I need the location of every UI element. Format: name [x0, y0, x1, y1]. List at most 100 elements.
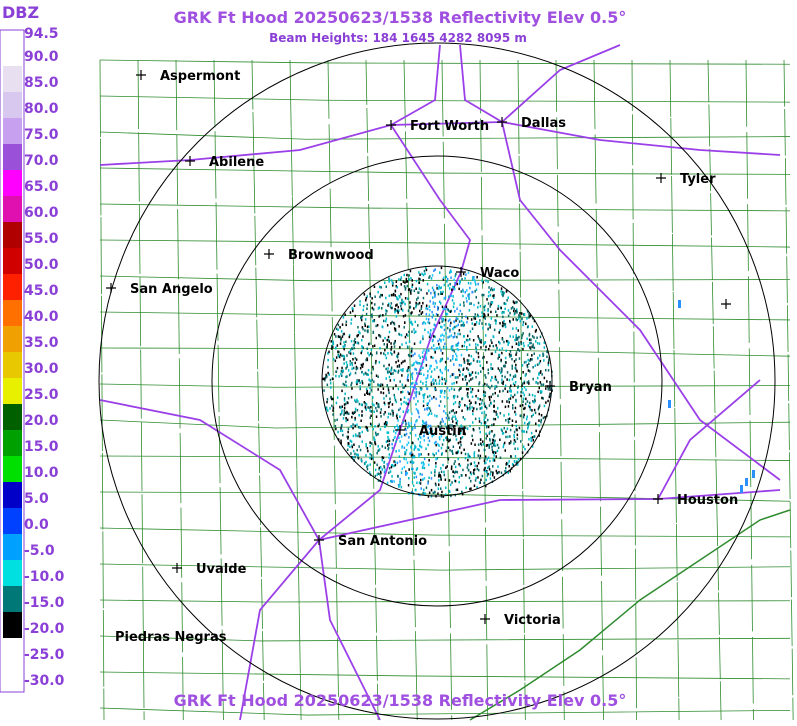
echo-pixel [371, 301, 373, 305]
echo-pixel [390, 279, 393, 282]
echo-pixel [402, 360, 404, 363]
echo-pixel [501, 351, 503, 355]
echo-pixel [418, 271, 420, 274]
echo-pixel [407, 379, 409, 382]
echo-pixel [516, 338, 519, 341]
echo-pixel [476, 467, 479, 471]
echo-pixel [356, 453, 358, 456]
echo-pixel [441, 320, 443, 323]
echo-pixel [387, 388, 390, 392]
echo-pixel [526, 337, 528, 340]
echo-pixel [394, 463, 397, 467]
echo-pixel [394, 426, 396, 429]
echo-pixel [429, 394, 431, 398]
echo-pixel [394, 398, 397, 402]
echo-pixel [397, 305, 399, 309]
echo-pixel [435, 462, 437, 465]
echo-pixel [367, 464, 369, 467]
echo-pixel [469, 487, 471, 491]
echo-pixel [446, 280, 448, 283]
colorbar-band [3, 456, 22, 482]
echo-pixel [495, 413, 498, 416]
echo-pixel [453, 382, 455, 385]
echo-pixel [422, 461, 425, 464]
echo-pixel [342, 316, 345, 319]
echo-pixel [391, 464, 393, 467]
echo-pixel [435, 313, 438, 316]
echo-pixel [403, 386, 406, 389]
echo-pixel [408, 366, 410, 369]
echo-pixel [385, 440, 388, 444]
echo-pixel [460, 443, 462, 447]
echo-pixel [510, 307, 513, 310]
echo-pixel [379, 334, 381, 338]
echo-pixel [508, 401, 510, 404]
echo-pixel [502, 315, 504, 319]
echo-pixel [537, 382, 539, 385]
echo-pixel [454, 282, 456, 285]
echo-pixel [517, 463, 519, 466]
echo-pixel [345, 375, 347, 379]
echo-pixel [420, 445, 423, 449]
echo-pixel [394, 289, 397, 293]
echo-pixel [489, 324, 492, 327]
echo-pixel [408, 330, 410, 334]
echo-pixel [388, 467, 391, 470]
echo-pixel [431, 397, 433, 400]
colorbar-label: 25.0 [24, 387, 59, 403]
highway [390, 44, 441, 126]
echo-pixel [354, 314, 356, 318]
echo-pixel [445, 312, 447, 315]
echo-pixel [413, 448, 415, 451]
echo-pixel [407, 390, 409, 394]
echo-pixel [463, 323, 465, 327]
echo-pixel [452, 425, 455, 428]
echo-pixel [339, 342, 342, 345]
echo-pixel [507, 435, 509, 439]
echo-pixel [414, 381, 417, 385]
echo-pixel [531, 445, 534, 448]
echo-pixel [342, 369, 344, 372]
echo-pixel [514, 406, 517, 410]
echo-pixel [516, 461, 519, 464]
echo-pixel [412, 385, 415, 389]
echo-pixel [330, 397, 333, 401]
echo-pixel [402, 410, 405, 413]
echo-pixel [326, 383, 329, 387]
echo-pixel [383, 352, 385, 355]
echo-pixel [532, 413, 534, 417]
echo-pixel [492, 465, 494, 468]
echo-pixel [450, 467, 453, 471]
echo-pixel [340, 370, 343, 373]
echo-pixel [513, 434, 515, 437]
echo-pixel [496, 443, 499, 447]
echo-pixel [369, 441, 371, 444]
echo-pixel [399, 301, 402, 305]
echo-pixel [334, 419, 336, 422]
echo-pixel [354, 424, 356, 428]
basemap [99, 44, 794, 721]
echo-pixel [475, 283, 477, 286]
echo-pixel [425, 447, 427, 450]
echo-pixel [515, 413, 517, 416]
echo-pixel [456, 282, 458, 286]
echo-pixel [386, 481, 389, 485]
echo-pixel [444, 422, 446, 426]
echo-pixel [421, 473, 423, 476]
echo-pixel [475, 343, 477, 346]
echo-pixel [420, 307, 423, 310]
echo-pixel [453, 411, 456, 415]
echo-pixel [382, 302, 384, 306]
echo-pixel [361, 315, 363, 319]
echo-pixel [340, 337, 342, 341]
echo-pixel [499, 412, 502, 415]
echo-pixel [433, 395, 435, 399]
echo-pixel [386, 343, 388, 346]
echo-pixel [407, 353, 410, 357]
echo-pixel [459, 464, 462, 468]
echo-pixel [440, 339, 442, 343]
city-label: Uvalde [196, 562, 247, 577]
echo-pixel [475, 321, 478, 324]
echo-pixel [439, 389, 442, 393]
echo-pixel [388, 340, 390, 343]
